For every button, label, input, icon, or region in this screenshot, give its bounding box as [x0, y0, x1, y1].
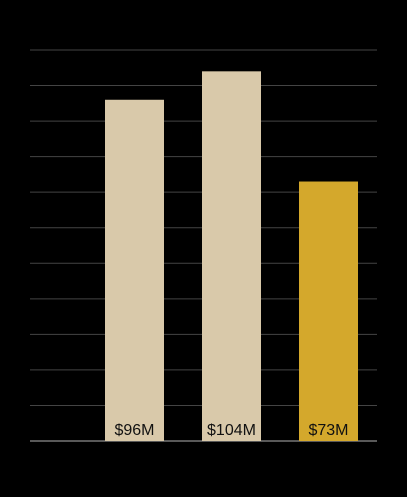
bar: [105, 99, 164, 441]
bar: [299, 181, 358, 441]
value-label: $104M: [207, 422, 256, 439]
value-label: $73M: [308, 422, 348, 439]
value-label: $96M: [114, 422, 154, 439]
bar: [202, 71, 261, 441]
